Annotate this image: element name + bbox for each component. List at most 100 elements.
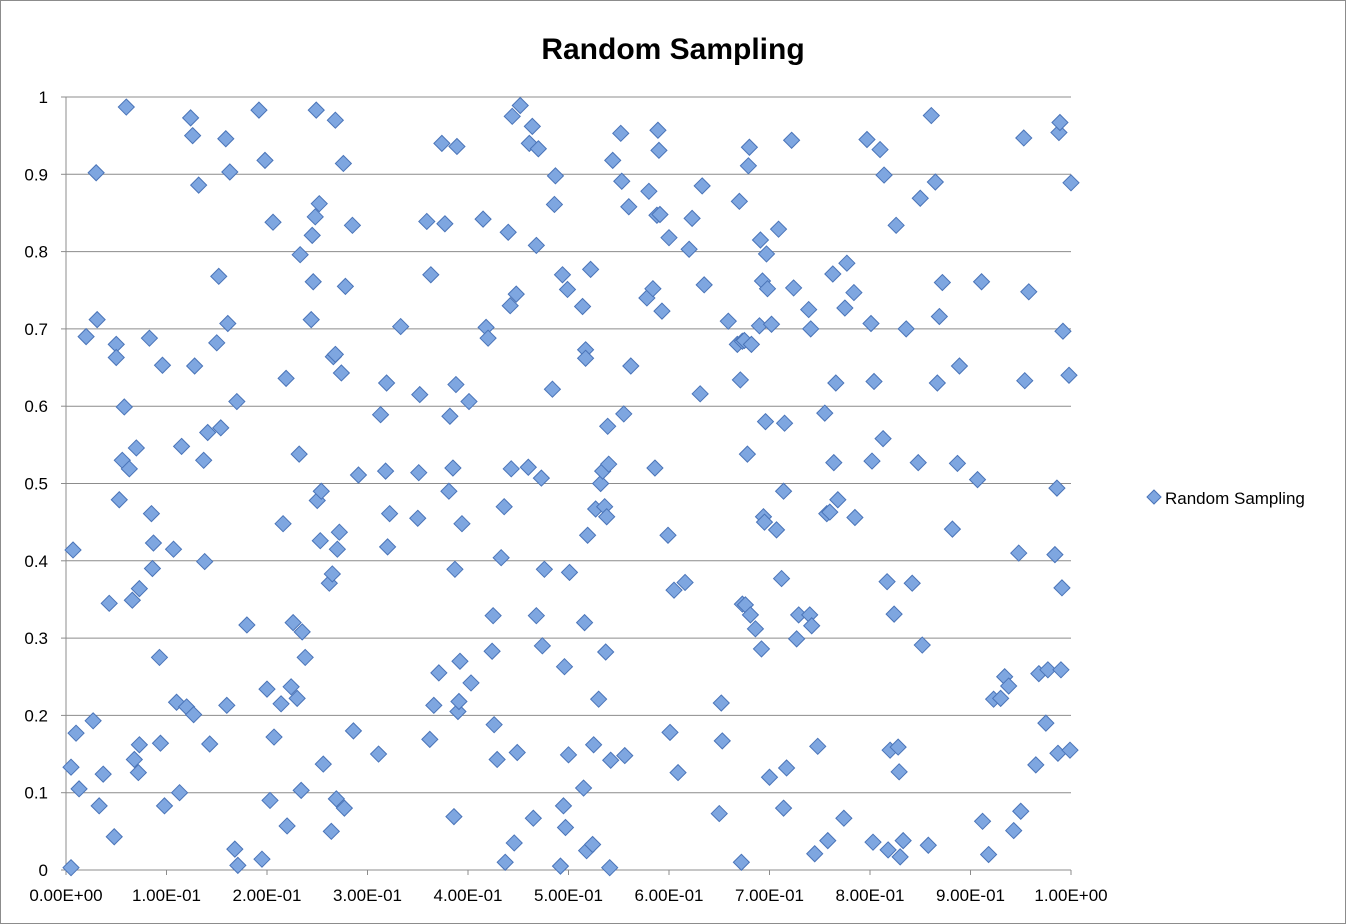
data-point [88, 310, 106, 329]
data-point [646, 459, 664, 477]
data-point [335, 799, 354, 817]
data-point [950, 357, 969, 375]
data-point [311, 531, 329, 550]
data-point [746, 620, 765, 638]
data-point [772, 569, 791, 588]
data-point [343, 216, 362, 235]
y-tick-label: 0.9 [24, 165, 48, 184]
data-point [484, 606, 502, 625]
data-point [418, 212, 436, 231]
data-point [846, 508, 864, 527]
x-axis-tick-labels: 0.00E+00 1.00E-01 2.00E-01 3.00E-01 4.00E-01… [29, 886, 1107, 905]
data-point [613, 172, 631, 190]
data-point [304, 273, 322, 291]
data-point [894, 831, 912, 850]
data-point [612, 124, 630, 143]
data-point [155, 797, 174, 815]
data-point [307, 101, 325, 119]
data-point [523, 117, 542, 136]
data-point [144, 534, 163, 552]
data-point [292, 781, 310, 800]
data-point [181, 109, 200, 127]
data-point [312, 482, 330, 500]
data-point [979, 845, 998, 864]
data-point [574, 779, 593, 797]
data-point [327, 790, 346, 808]
data-point [845, 283, 863, 302]
data-point [991, 689, 1010, 708]
data-point [616, 746, 634, 765]
data-point [801, 320, 820, 338]
data-point [153, 356, 172, 374]
data-point [264, 213, 282, 231]
data-point [604, 151, 622, 170]
data-point [891, 848, 909, 866]
data-point [665, 581, 683, 599]
data-point [64, 541, 82, 559]
data-point [274, 514, 292, 533]
data-point [741, 606, 760, 624]
data-point [440, 482, 458, 500]
x-tick-label: 4.00E-01 [434, 886, 503, 905]
data-point [661, 723, 679, 742]
data-point [559, 746, 578, 764]
data-point [499, 223, 517, 241]
data-point [710, 804, 728, 823]
data-point [201, 735, 219, 753]
legend-label: Random Sampling [1165, 489, 1305, 508]
data-point [545, 195, 564, 214]
data-point [488, 750, 506, 769]
data-point [1020, 283, 1038, 301]
data-point [502, 460, 520, 478]
data-point [238, 616, 256, 634]
data-point [556, 818, 575, 837]
data-points [62, 96, 1080, 877]
data-point [620, 198, 638, 216]
data-point [879, 841, 897, 859]
data-point [948, 454, 967, 473]
data-point [829, 491, 847, 509]
data-point [265, 728, 283, 746]
data-point [897, 320, 915, 338]
data-point [140, 329, 159, 347]
data-point [272, 695, 290, 713]
data-point [809, 737, 827, 756]
data-point [446, 560, 464, 579]
x-tick-label: 2.00E-01 [233, 886, 302, 905]
legend-marker-icon [1146, 489, 1162, 505]
x-tick-label: 1.00E-01 [132, 886, 201, 905]
data-point [874, 429, 892, 448]
data-point [483, 642, 501, 660]
data-point [451, 652, 469, 670]
legend: Random Sampling [1146, 489, 1305, 508]
x-tick-label: 3.00E-01 [333, 886, 402, 905]
data-point [926, 173, 945, 191]
data-point [553, 266, 572, 284]
y-tick-label: 0 [39, 861, 48, 880]
data-point [555, 657, 574, 676]
data-point [1005, 821, 1023, 840]
data-point [409, 509, 427, 527]
data-point [755, 513, 774, 531]
data-point [183, 126, 202, 145]
data-point [543, 380, 562, 398]
data-point [838, 254, 856, 272]
data-point [303, 226, 321, 245]
data-point [1054, 322, 1072, 340]
data-point [194, 451, 213, 470]
chart-title: Random Sampling [541, 33, 804, 66]
data-point [919, 836, 937, 854]
data-point [909, 453, 927, 472]
data-point [554, 797, 573, 815]
data-point [349, 466, 368, 484]
data-point [189, 176, 208, 194]
data-point [739, 157, 758, 175]
data-point [532, 469, 551, 487]
data-point [336, 277, 355, 296]
data-point [1016, 371, 1034, 390]
data-point [219, 314, 237, 333]
x-tick-label: 1.00E+00 [1034, 886, 1107, 905]
data-point [258, 680, 276, 698]
data-point [107, 348, 125, 367]
